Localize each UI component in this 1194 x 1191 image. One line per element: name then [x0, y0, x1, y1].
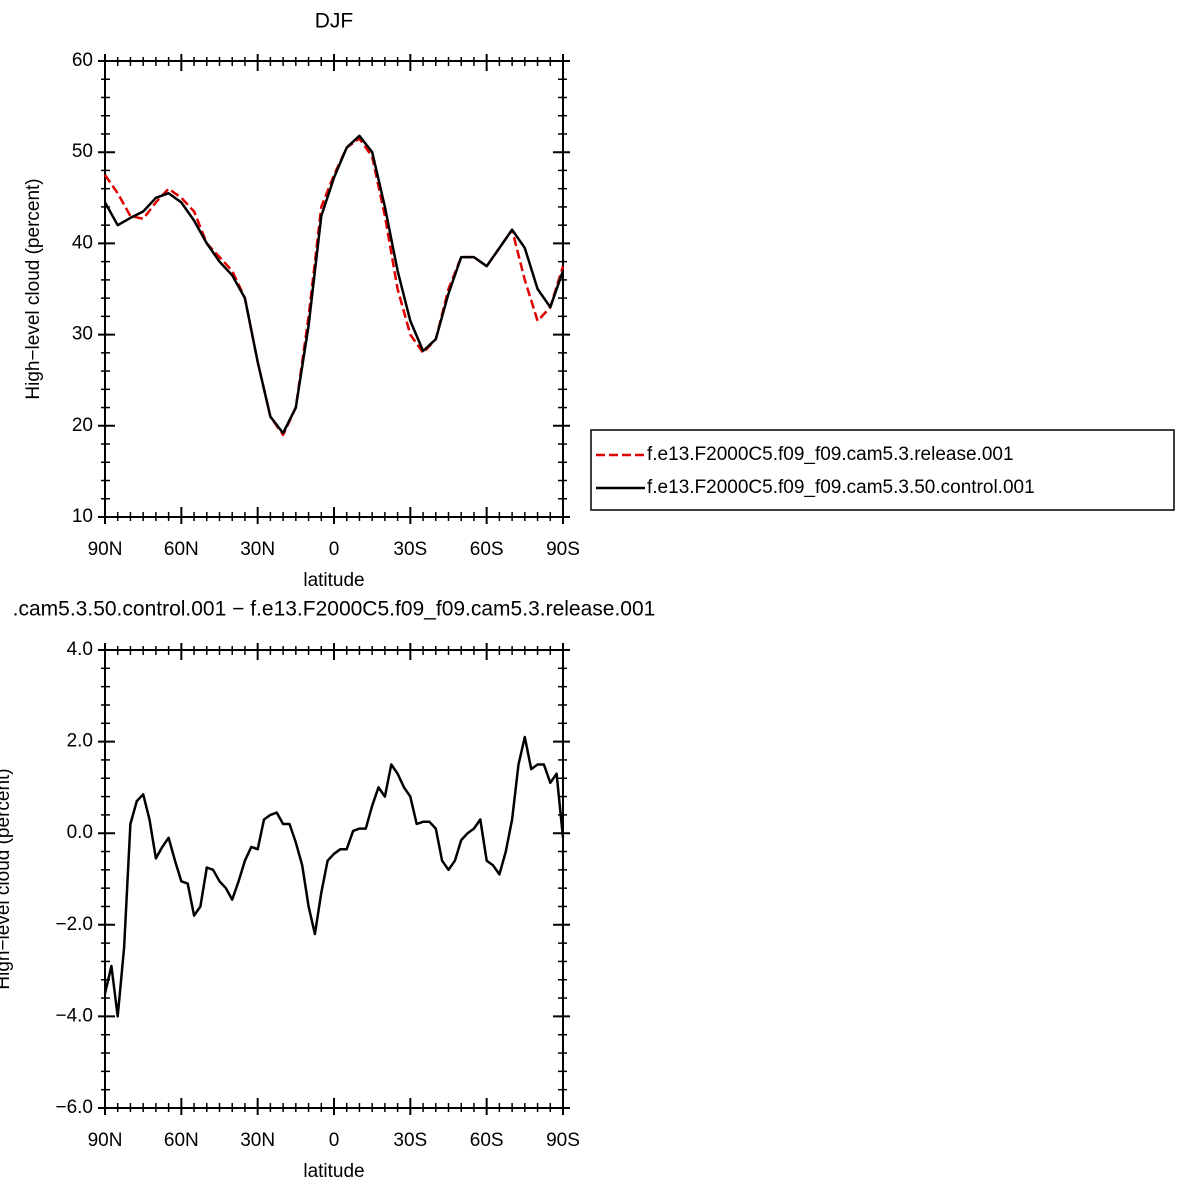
y-tick-label: −2.0: [55, 914, 93, 935]
y-tick-label: 60: [72, 50, 93, 71]
y-tick-label: 40: [72, 232, 93, 253]
x-tick-label: 60S: [470, 539, 504, 560]
y-tick-label: 50: [72, 141, 93, 162]
y-axis-label: High−level cloud (percent): [23, 178, 44, 399]
x-tick-label: 30S: [393, 1130, 427, 1151]
y-tick-label: 4.0: [67, 639, 93, 660]
chart-title: .cam5.3.50.control.001 − f.e13.F2000C5.f…: [13, 598, 656, 621]
y-tick-label: 10: [72, 506, 93, 527]
x-tick-label: 60N: [164, 1130, 199, 1151]
data-line: [103, 735, 565, 1018]
x-axis-label: latitude: [303, 1161, 364, 1182]
x-tick-label: 90N: [88, 1130, 123, 1151]
legend-label: f.e13.F2000C5.f09_f09.cam5.3.release.001: [647, 444, 1014, 465]
plot-frame: [104, 60, 564, 518]
data-line: [103, 134, 565, 435]
x-tick-label: 30N: [240, 1130, 275, 1151]
x-tick-label: 0: [329, 1130, 340, 1151]
y-tick-label: 30: [72, 324, 93, 345]
x-tick-label: 30S: [393, 539, 427, 560]
y-tick-label: −6.0: [55, 1097, 93, 1118]
data-line: [103, 137, 565, 437]
y-tick-label: −4.0: [55, 1005, 93, 1026]
y-tick-label: 0.0: [67, 822, 93, 843]
legend-label: f.e13.F2000C5.f09_f09.cam5.3.50.control.…: [647, 477, 1035, 498]
y-tick-label: 20: [72, 415, 93, 436]
x-tick-label: 90S: [546, 1130, 580, 1151]
y-tick-label: 2.0: [67, 731, 93, 752]
chart-title: DJF: [315, 10, 354, 33]
x-axis-label: latitude: [303, 570, 364, 591]
x-tick-label: 30N: [240, 539, 275, 560]
x-tick-label: 90S: [546, 539, 580, 560]
x-tick-label: 60S: [470, 1130, 504, 1151]
x-tick-label: 0: [329, 539, 340, 560]
legend-box: [590, 429, 1175, 511]
x-tick-label: 90N: [88, 539, 123, 560]
y-axis-label: High−level cloud (percent): [0, 768, 14, 989]
plot-frame: [104, 649, 564, 1109]
x-tick-label: 60N: [164, 539, 199, 560]
